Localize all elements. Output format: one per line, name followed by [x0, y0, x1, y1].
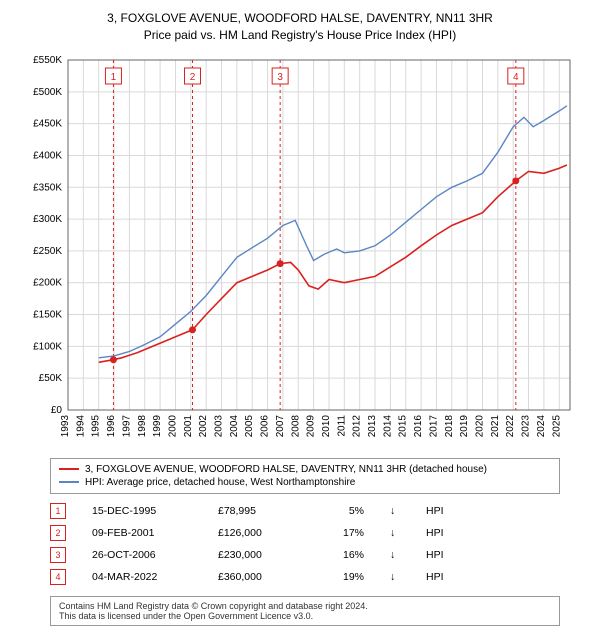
svg-text:1997: 1997 [121, 414, 132, 437]
svg-text:2022: 2022 [505, 414, 516, 437]
legend-label: HPI: Average price, detached house, West… [85, 477, 355, 488]
svg-text:£400K: £400K [33, 150, 62, 161]
sale-hpi-tag: HPI [426, 527, 466, 539]
sale-hpi-tag: HPI [426, 571, 466, 583]
svg-text:£50K: £50K [39, 373, 63, 384]
svg-text:2011: 2011 [336, 414, 347, 436]
sale-pct: 5% [324, 505, 364, 517]
sale-marker-badge: 1 [50, 503, 66, 519]
sale-price: £230,000 [218, 549, 298, 561]
svg-text:1993: 1993 [60, 414, 71, 437]
sale-pct: 16% [324, 549, 364, 561]
svg-text:2015: 2015 [398, 414, 409, 437]
svg-text:£350K: £350K [33, 182, 62, 193]
svg-text:2025: 2025 [551, 414, 562, 437]
svg-text:2007: 2007 [275, 414, 286, 437]
title-line-1: 3, FOXGLOVE AVENUE, WOODFORD HALSE, DAVE… [10, 10, 590, 27]
svg-text:4: 4 [513, 72, 519, 83]
legend-swatch [59, 481, 79, 483]
svg-text:1994: 1994 [75, 414, 86, 437]
svg-text:2023: 2023 [521, 414, 532, 437]
svg-text:1999: 1999 [152, 414, 163, 437]
svg-text:£250K: £250K [33, 246, 62, 257]
svg-text:3: 3 [277, 72, 283, 83]
svg-text:1998: 1998 [137, 414, 148, 437]
sale-row: 3 26-OCT-2006 £230,000 16% ↓ HPI [50, 544, 560, 566]
sale-row: 4 04-MAR-2022 £360,000 19% ↓ HPI [50, 566, 560, 588]
svg-text:2008: 2008 [290, 414, 301, 437]
svg-text:£550K: £550K [33, 55, 62, 66]
down-arrow-icon: ↓ [390, 571, 400, 583]
svg-text:2009: 2009 [306, 414, 317, 437]
svg-text:2024: 2024 [536, 414, 547, 437]
svg-text:2016: 2016 [413, 414, 424, 437]
sale-marker-badge: 4 [50, 569, 66, 585]
sales-table: 1 15-DEC-1995 £78,995 5% ↓ HPI 2 09-FEB-2001 £12… [50, 500, 560, 588]
footer-line-1: Contains HM Land Registry data © Crown c… [59, 601, 551, 611]
svg-text:2012: 2012 [352, 414, 363, 437]
sale-hpi-tag: HPI [426, 505, 466, 517]
chart-title-block: 3, FOXGLOVE AVENUE, WOODFORD HALSE, DAVE… [10, 10, 590, 44]
svg-text:2021: 2021 [490, 414, 501, 437]
sale-date: 15-DEC-1995 [92, 505, 192, 517]
sale-marker-badge: 3 [50, 547, 66, 563]
chart-svg: £0 £50K £100K £150K £200K £250K £300K £350K £400… [20, 50, 580, 450]
sale-price: £126,000 [218, 527, 298, 539]
sale-date: 04-MAR-2022 [92, 571, 192, 583]
down-arrow-icon: ↓ [390, 549, 400, 561]
svg-text:2014: 2014 [382, 414, 393, 437]
footer-line-2: This data is licensed under the Open Gov… [59, 611, 551, 621]
svg-text:2013: 2013 [367, 414, 378, 437]
svg-text:2018: 2018 [444, 414, 455, 437]
svg-text:2006: 2006 [260, 414, 271, 437]
sale-pct: 19% [324, 571, 364, 583]
sale-hpi-tag: HPI [426, 549, 466, 561]
sale-date: 26-OCT-2006 [92, 549, 192, 561]
svg-text:£300K: £300K [33, 214, 62, 225]
sale-row: 1 15-DEC-1995 £78,995 5% ↓ HPI [50, 500, 560, 522]
svg-text:£450K: £450K [33, 118, 62, 129]
svg-text:2010: 2010 [321, 414, 332, 437]
svg-text:1995: 1995 [91, 414, 102, 437]
legend-row: 3, FOXGLOVE AVENUE, WOODFORD HALSE, DAVE… [59, 463, 551, 476]
svg-text:£0: £0 [51, 405, 63, 416]
title-line-2: Price paid vs. HM Land Registry's House … [10, 27, 590, 44]
svg-text:2019: 2019 [459, 414, 470, 437]
sale-pct: 17% [324, 527, 364, 539]
price-chart: £0 £50K £100K £150K £200K £250K £300K £350K £400… [20, 50, 580, 450]
svg-text:2005: 2005 [244, 414, 255, 437]
svg-text:2020: 2020 [474, 414, 485, 437]
svg-text:1996: 1996 [106, 414, 117, 437]
svg-text:2000: 2000 [167, 414, 178, 437]
svg-text:£150K: £150K [33, 309, 62, 320]
legend: 3, FOXGLOVE AVENUE, WOODFORD HALSE, DAVE… [50, 458, 560, 494]
svg-text:£100K: £100K [33, 341, 62, 352]
sale-marker-badge: 2 [50, 525, 66, 541]
sale-price: £360,000 [218, 571, 298, 583]
down-arrow-icon: ↓ [390, 527, 400, 539]
svg-text:2017: 2017 [428, 414, 439, 437]
sale-price: £78,995 [218, 505, 298, 517]
sale-date: 09-FEB-2001 [92, 527, 192, 539]
footer-attribution: Contains HM Land Registry data © Crown c… [50, 596, 560, 626]
svg-text:2001: 2001 [183, 414, 194, 437]
legend-row: HPI: Average price, detached house, West… [59, 476, 551, 489]
svg-text:2004: 2004 [229, 414, 240, 437]
svg-text:2003: 2003 [214, 414, 225, 437]
svg-text:£200K: £200K [33, 277, 62, 288]
svg-text:2: 2 [190, 72, 196, 83]
svg-text:2002: 2002 [198, 414, 209, 437]
down-arrow-icon: ↓ [390, 505, 400, 517]
sale-row: 2 09-FEB-2001 £126,000 17% ↓ HPI [50, 522, 560, 544]
legend-label: 3, FOXGLOVE AVENUE, WOODFORD HALSE, DAVE… [85, 464, 487, 475]
legend-swatch [59, 468, 79, 470]
svg-text:1: 1 [111, 72, 117, 83]
svg-text:£500K: £500K [33, 86, 62, 97]
